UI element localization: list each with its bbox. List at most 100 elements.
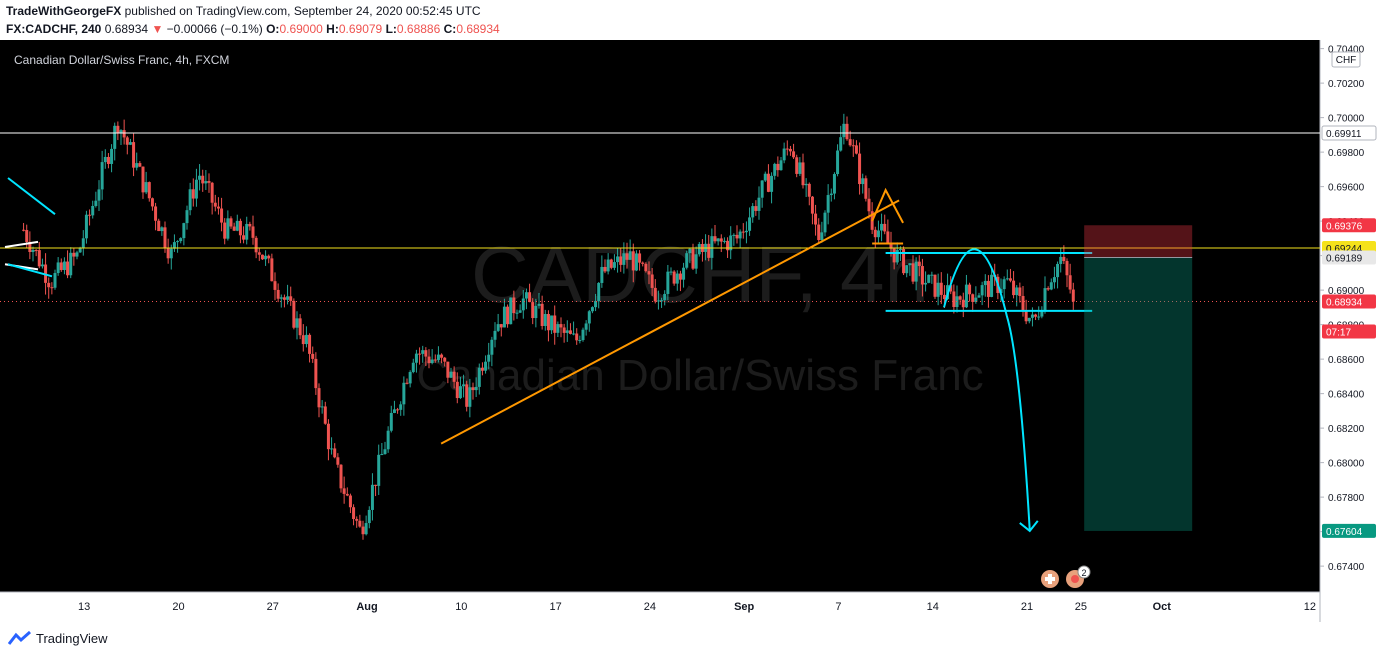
candle-body bbox=[449, 371, 453, 378]
candle-body bbox=[735, 234, 739, 239]
price-label-text: 0.69376 bbox=[1326, 221, 1363, 232]
candle-body bbox=[141, 166, 145, 193]
candle-body bbox=[242, 235, 246, 240]
candle-body bbox=[427, 356, 431, 364]
x-tick-label: 13 bbox=[78, 601, 90, 613]
candle-body bbox=[282, 297, 286, 300]
x-tick-label: 20 bbox=[172, 601, 184, 613]
candle-body bbox=[807, 183, 811, 197]
candle-body bbox=[47, 282, 51, 288]
candle-body bbox=[480, 367, 484, 371]
candle-body bbox=[936, 282, 940, 297]
candle-body bbox=[1027, 317, 1031, 322]
candle-body bbox=[540, 303, 544, 326]
event-icons[interactable]: 2 bbox=[1041, 565, 1091, 588]
candle-body bbox=[980, 285, 984, 296]
candle-body bbox=[914, 261, 918, 282]
candle-body bbox=[641, 262, 645, 264]
candle-body bbox=[53, 273, 57, 288]
candle-body bbox=[854, 145, 858, 154]
candle-body bbox=[770, 175, 774, 192]
candle-body bbox=[220, 208, 224, 223]
candle-body bbox=[414, 353, 418, 363]
candle-body bbox=[251, 226, 255, 238]
candle-body bbox=[276, 289, 280, 299]
candle-body bbox=[238, 220, 242, 236]
y-tick-label: 0.70200 bbox=[1328, 79, 1365, 90]
publish-line: TradeWithGeorgeFX published on TradingVi… bbox=[6, 4, 481, 18]
candle-body bbox=[499, 324, 503, 328]
candle-body bbox=[546, 314, 550, 331]
candle-body bbox=[176, 241, 180, 243]
candle-body bbox=[326, 423, 330, 450]
take-profit-zone bbox=[1084, 257, 1193, 531]
candle-body bbox=[738, 231, 742, 239]
chart-drawings[interactable] bbox=[0, 132, 1320, 533]
candle-body bbox=[949, 285, 953, 292]
open-value: 0.69000 bbox=[279, 22, 323, 36]
candle-body bbox=[493, 330, 497, 340]
candle-body bbox=[245, 223, 249, 240]
candle-body bbox=[927, 274, 931, 283]
candle-body bbox=[581, 329, 585, 341]
x-tick-label: Oct bbox=[1153, 601, 1172, 613]
candle-body bbox=[223, 222, 227, 239]
candle-body bbox=[977, 295, 981, 298]
candle-body bbox=[1034, 314, 1038, 317]
candle-body bbox=[150, 198, 154, 207]
candle-body bbox=[1015, 287, 1019, 296]
candle-body bbox=[286, 296, 290, 300]
candle-body bbox=[842, 123, 846, 138]
author-name[interactable]: TradeWithGeorgeFX bbox=[6, 4, 122, 18]
candle-body bbox=[22, 229, 26, 231]
candle-body bbox=[88, 214, 92, 216]
candle-body bbox=[864, 178, 868, 199]
candle-body bbox=[600, 266, 604, 283]
candle-body bbox=[213, 202, 217, 207]
candle-body bbox=[1037, 316, 1041, 318]
candle-body bbox=[50, 287, 54, 289]
candle-body bbox=[612, 262, 616, 268]
candle-body bbox=[968, 284, 972, 295]
candle-body bbox=[886, 231, 890, 244]
candle-body bbox=[848, 139, 852, 146]
candle-body bbox=[421, 350, 425, 354]
candle-body bbox=[851, 145, 855, 147]
tradingview-footer[interactable]: TradingView bbox=[8, 630, 108, 646]
price-label-text: 0.69911 bbox=[1326, 129, 1362, 140]
candle-body bbox=[509, 297, 513, 325]
plot-background bbox=[0, 40, 1320, 592]
candle-body bbox=[638, 253, 642, 263]
candle-body bbox=[113, 125, 117, 149]
candle-body bbox=[1059, 256, 1063, 264]
candle-body bbox=[707, 243, 711, 258]
candle-body bbox=[528, 292, 532, 303]
candle-body bbox=[100, 162, 104, 190]
candle-body bbox=[166, 247, 170, 259]
candle-body bbox=[440, 354, 444, 358]
candle-body bbox=[490, 339, 494, 355]
candle-body bbox=[902, 249, 906, 274]
close-value: 0.68934 bbox=[456, 22, 500, 36]
candle-body bbox=[191, 189, 195, 199]
time-axis[interactable] bbox=[0, 592, 1320, 622]
ohlc-line: FX:CADCHF, 240 0.68934 ▼ −0.00066 (−0.1%… bbox=[6, 22, 500, 36]
candle-body bbox=[634, 253, 638, 271]
candle-body bbox=[1005, 278, 1009, 280]
candle-body bbox=[682, 267, 686, 280]
candle-body bbox=[157, 220, 161, 232]
candle-body bbox=[91, 205, 95, 216]
wedge-line bbox=[4, 240, 39, 248]
candle-body bbox=[323, 406, 327, 424]
candle-body bbox=[31, 250, 35, 253]
candle-body bbox=[147, 182, 151, 199]
candle-body bbox=[188, 189, 192, 211]
last-price: 0.68934 bbox=[104, 22, 149, 36]
candle-body bbox=[751, 206, 755, 218]
published-text: published on TradingView.com, September … bbox=[124, 4, 481, 18]
candle-body bbox=[744, 230, 748, 233]
candle-body bbox=[179, 238, 183, 242]
currency-button[interactable]: CHF bbox=[1331, 51, 1361, 68]
price-chart[interactable]: CADCHF, 4h Canadian Dollar/Swiss Franc 0… bbox=[0, 40, 1381, 622]
candle-body bbox=[958, 296, 962, 300]
